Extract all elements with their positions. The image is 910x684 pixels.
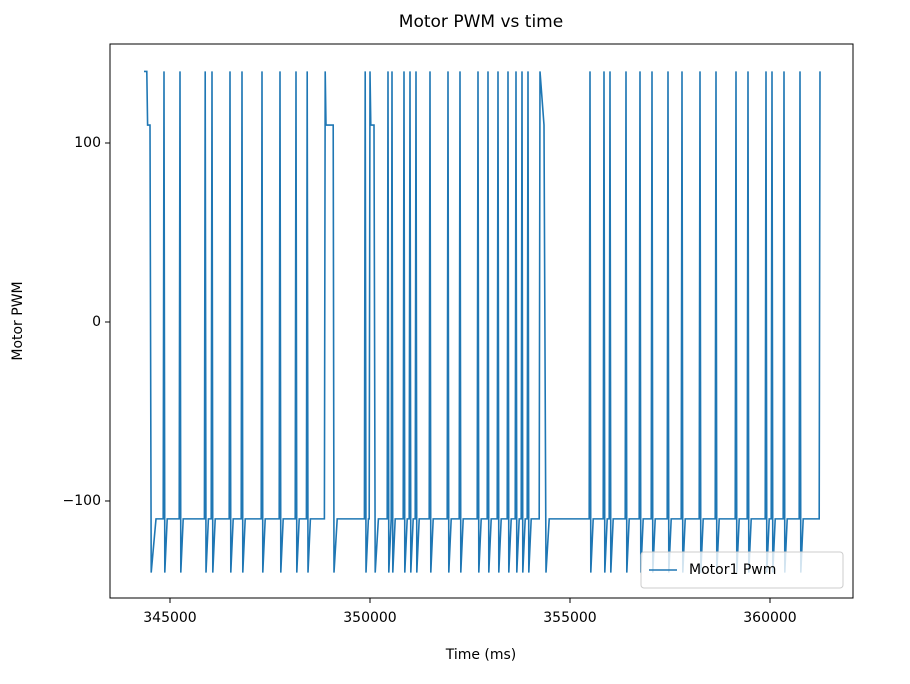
x-tick-label: 345000 <box>143 610 196 626</box>
data-line <box>144 70 821 573</box>
y-axis-label: Motor PWM <box>10 281 26 360</box>
plot-frame <box>109 43 854 599</box>
y-tick-label: −100 <box>63 493 101 509</box>
y-tick-label: 0 <box>92 314 101 330</box>
y-tick-label: 100 <box>74 135 101 151</box>
x-tick-label: 355000 <box>543 610 596 626</box>
x-axis-label: Time (ms) <box>445 647 517 663</box>
legend-label: Motor1 Pwm <box>689 562 776 578</box>
x-tick-label: 360000 <box>743 610 796 626</box>
x-tick-label: 350000 <box>343 610 396 626</box>
legend-box <box>640 551 844 589</box>
chart-title: Motor PWM vs time <box>399 12 563 32</box>
